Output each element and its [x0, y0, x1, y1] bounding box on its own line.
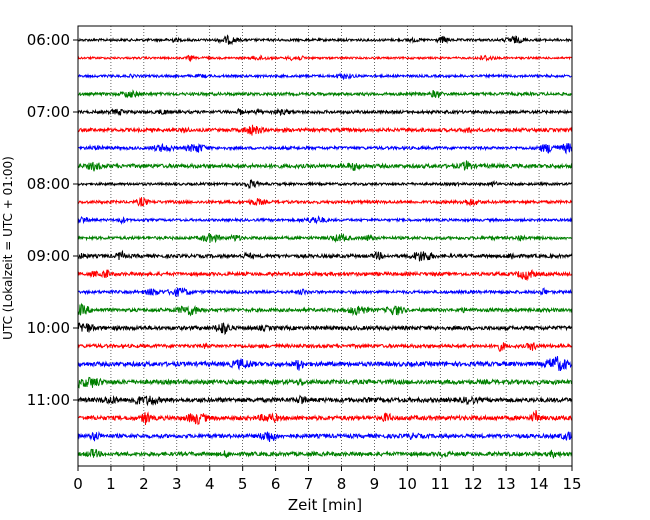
x-tick-label: 0 — [73, 475, 83, 493]
trace-0730 — [77, 142, 573, 155]
x-tick-label: 11 — [431, 475, 450, 493]
trace-0615 — [77, 54, 573, 63]
y-tick-label: 07:00 — [27, 103, 70, 121]
x-tick-label: 15 — [562, 475, 581, 493]
y-tick-label: 10:00 — [27, 319, 70, 337]
x-axis-label: Zeit [min] — [288, 496, 362, 514]
trace-1145 — [77, 448, 573, 460]
x-axis-ticks: 0 1 2 3 4 5 6 7 8 9 10 11 12 13 14 15 — [73, 466, 582, 493]
trace-1015 — [77, 342, 573, 352]
trace-1115 — [77, 410, 573, 426]
trace-0830 — [77, 215, 573, 225]
trace-1100 — [77, 394, 573, 407]
y-tick-label: 09:00 — [27, 247, 70, 265]
x-tick-label: 13 — [497, 475, 516, 493]
trace-0745 — [77, 160, 573, 172]
trace-0915 — [77, 268, 573, 282]
y-tick-label: 06:00 — [27, 31, 70, 49]
trace-1000 — [77, 322, 573, 336]
y-axis-label: UTC (Lokalzeit = UTC + 01:00) — [1, 156, 15, 340]
y-tick-label: 08:00 — [27, 175, 70, 193]
plot-frame — [77, 25, 573, 467]
x-tick-label: 14 — [530, 475, 549, 493]
trace-0800 — [77, 178, 573, 189]
trace-0715 — [77, 124, 573, 136]
seismogram-traces — [77, 34, 573, 460]
x-tick-label: 5 — [238, 475, 248, 493]
trace-0930 — [77, 287, 573, 297]
trace-0630 — [77, 72, 573, 81]
trace-1130 — [77, 430, 573, 442]
x-tick-label: 9 — [370, 475, 380, 493]
vertical-grid — [110, 26, 540, 466]
trace-0900 — [77, 249, 573, 262]
x-tick-label: 12 — [464, 475, 483, 493]
trace-1030 — [77, 356, 573, 371]
y-axis-ticks: 06:00 07:00 08:00 09:00 10:00 11:00 — [27, 31, 78, 409]
x-tick-label: 8 — [337, 475, 347, 493]
x-tick-label: 7 — [304, 475, 314, 493]
x-tick-label: 2 — [139, 475, 149, 493]
trace-0945 — [77, 302, 573, 317]
x-tick-label: 1 — [106, 475, 116, 493]
x-tick-label: 6 — [271, 475, 281, 493]
x-tick-label: 4 — [205, 475, 215, 493]
x-tick-label: 10 — [398, 475, 417, 493]
trace-0600 — [77, 34, 573, 46]
trace-0845 — [77, 232, 573, 244]
trace-0645 — [77, 89, 573, 99]
trace-0700 — [77, 107, 573, 117]
trace-0815 — [77, 197, 573, 207]
x-tick-label: 3 — [172, 475, 182, 493]
trace-1045 — [77, 376, 573, 389]
y-tick-label: 11:00 — [27, 391, 70, 409]
